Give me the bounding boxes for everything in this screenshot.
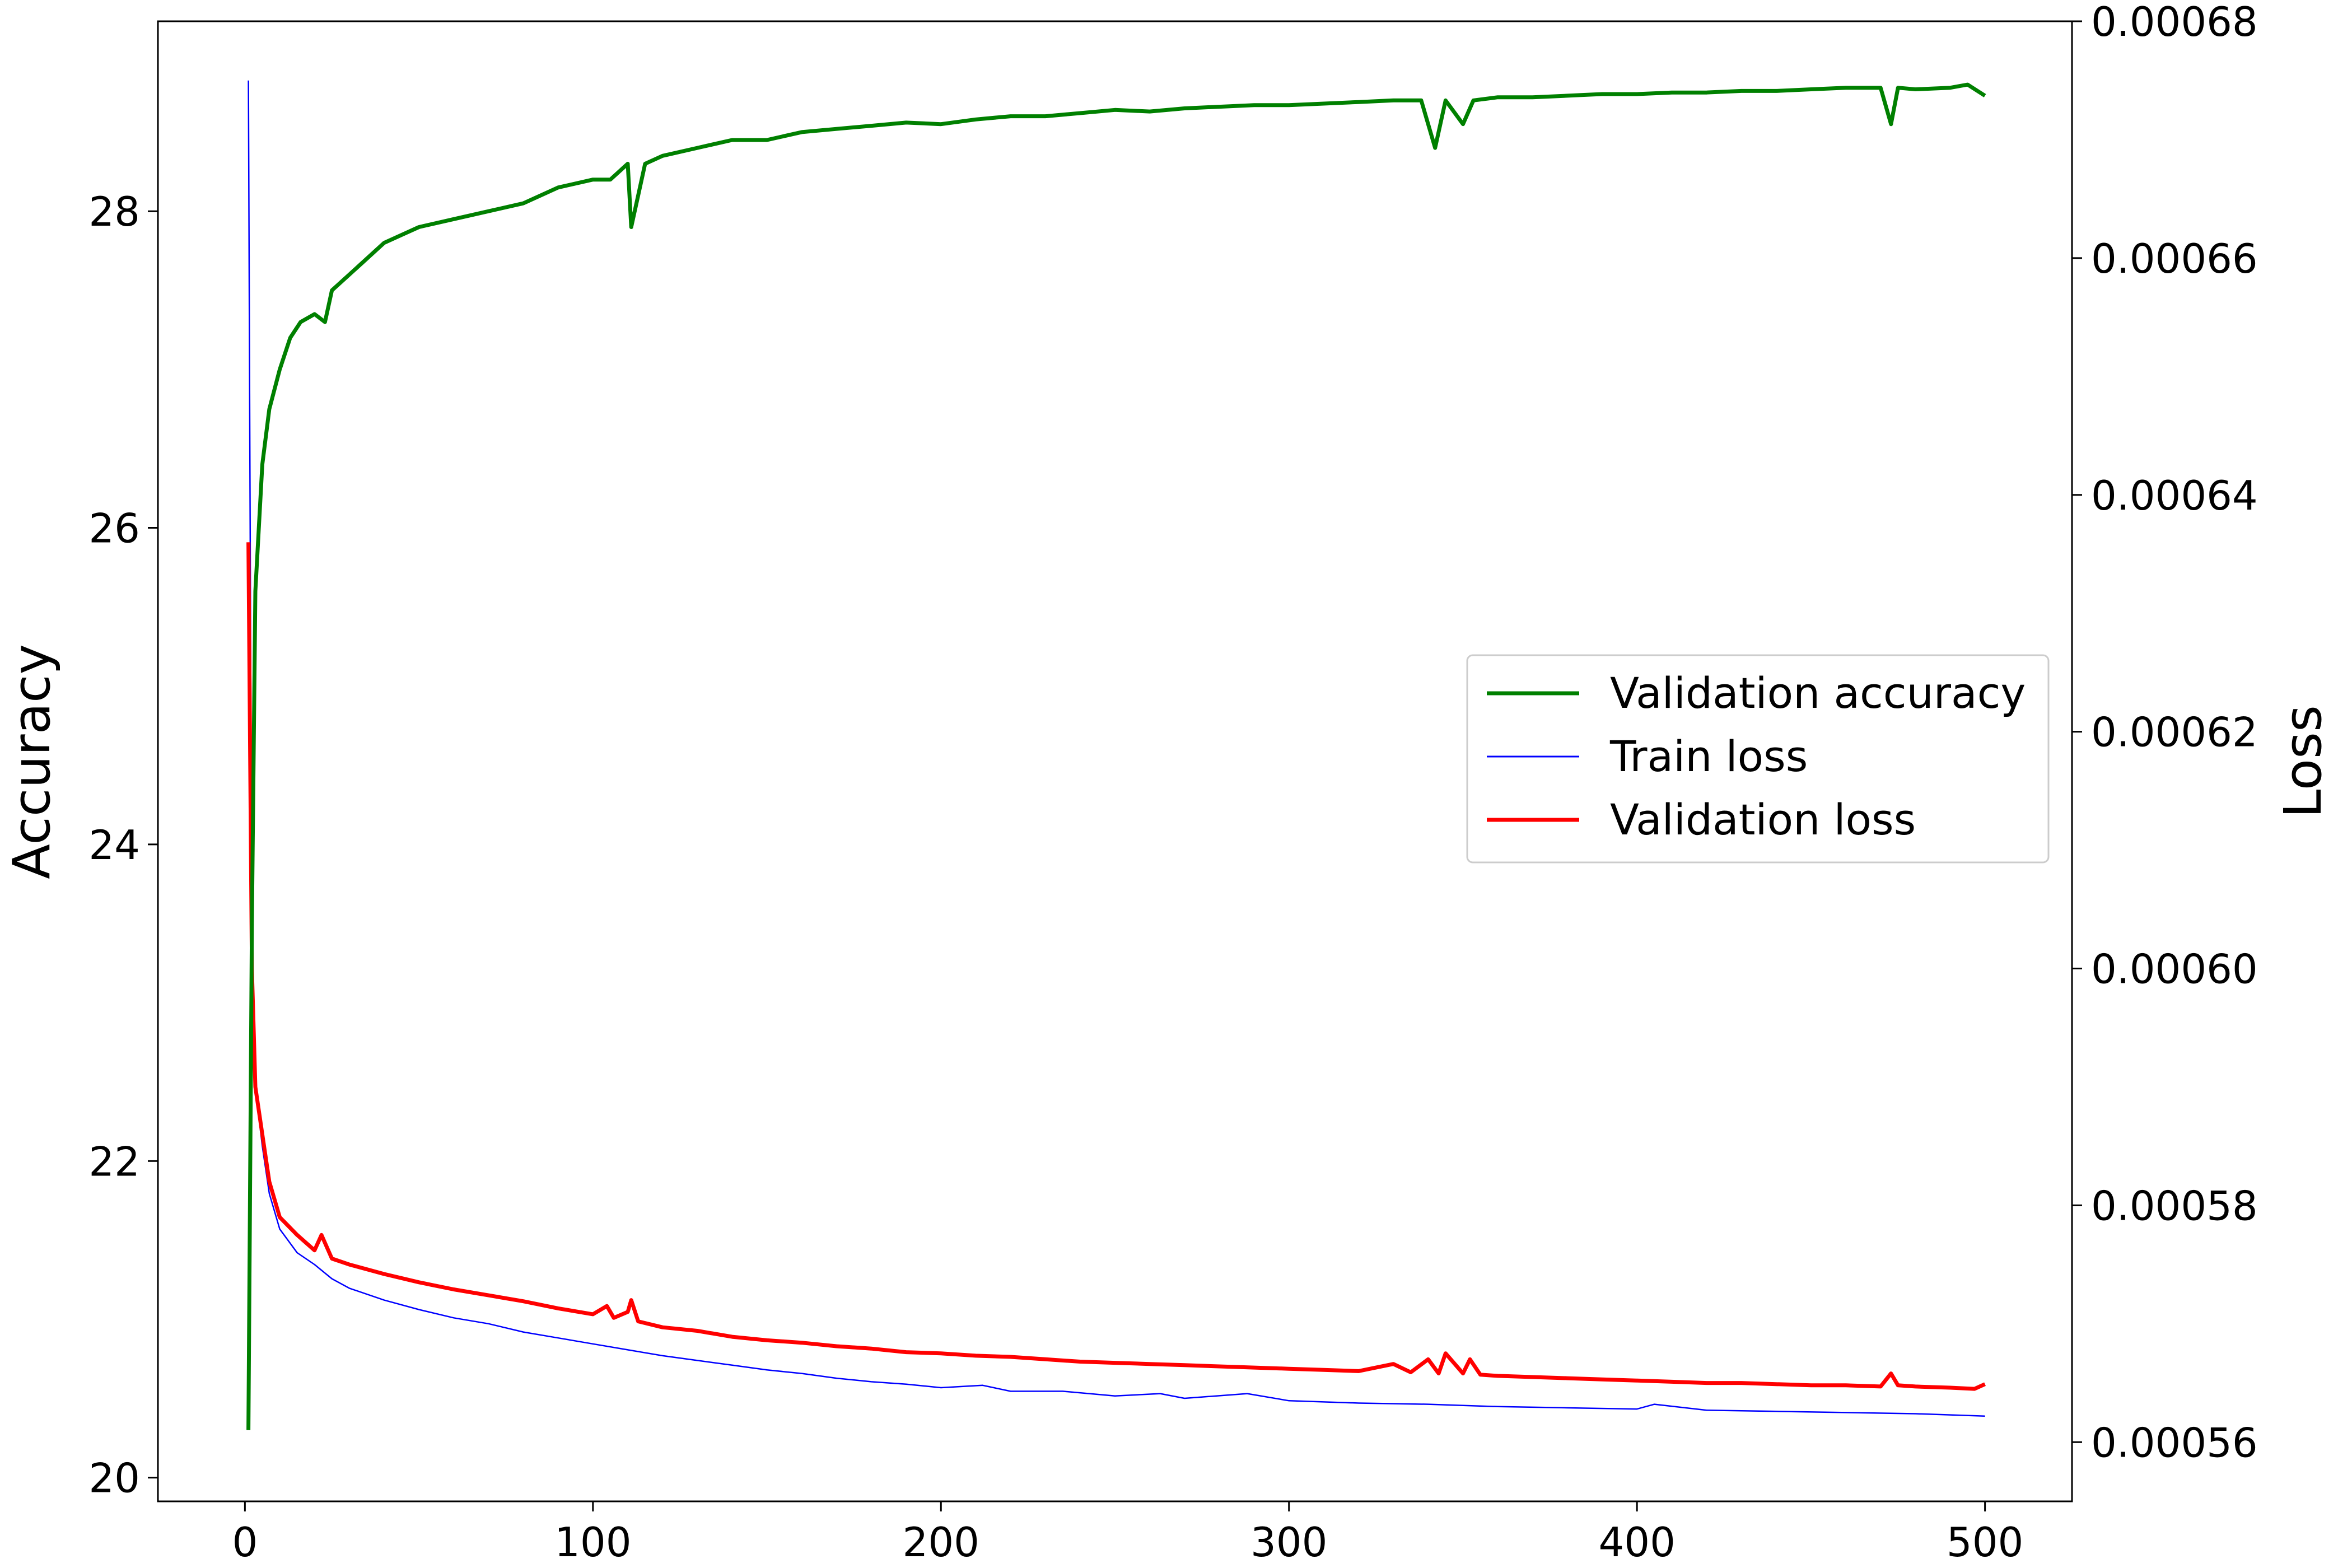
series-line-validation-accuracy: [246, 82, 1986, 1430]
x-axis-ticks: 0 100 200 300 400 500: [232, 1501, 2023, 1566]
y-right-tick-label: 0.00068: [2091, 0, 2258, 45]
y-right-tick-label: 0.00064: [2091, 472, 2258, 519]
y-right-axis-label: Loss: [2273, 705, 2333, 818]
legend: Validation accuracy Train loss Validation …: [1466, 654, 2050, 864]
x-tick-label: 300: [1250, 1519, 1327, 1566]
y-right-tick-label: 0.00058: [2091, 1182, 2258, 1229]
y-left-tick-label: 28: [88, 188, 140, 235]
x-tick-label: 0: [232, 1519, 258, 1566]
y-right-tick-label: 0.00062: [2091, 709, 2258, 756]
x-tick-label: 400: [1598, 1519, 1675, 1566]
x-tick-label: 200: [903, 1519, 979, 1566]
y-right-axis-ticks: 0.00056 0.00058 0.00060 0.00062 0.00064 0.000…: [2072, 0, 2258, 1466]
y-left-axis-label: Accuracy: [2, 644, 62, 879]
y-left-tick-label: 26: [88, 505, 140, 552]
series-lines: [246, 80, 1986, 1430]
y-left-tick-label: 22: [88, 1138, 140, 1185]
legend-label-validation-accuracy: Validation accuracy: [1610, 668, 2026, 718]
y-left-tick-label: 20: [88, 1455, 140, 1502]
y-left-tick-label: 24: [88, 822, 140, 869]
legend-label-train-loss: Train loss: [1609, 731, 1808, 781]
legend-box: [1466, 654, 2050, 864]
series-line-train-loss: [248, 80, 1985, 1417]
legend-label-validation-loss: Validation loss: [1610, 795, 1916, 844]
x-tick-label: 500: [1947, 1519, 2023, 1566]
y-right-tick-label: 0.00060: [2091, 946, 2258, 993]
plot-frame: [157, 20, 2073, 1502]
y-left-axis-ticks: 20 22 24 26 28: [88, 188, 158, 1502]
y-right-tick-label: 0.00056: [2091, 1419, 2258, 1466]
series-line-validation-loss: [246, 542, 1986, 1391]
y-right-tick-label: 0.00066: [2091, 235, 2258, 282]
x-tick-label: 100: [554, 1519, 631, 1566]
